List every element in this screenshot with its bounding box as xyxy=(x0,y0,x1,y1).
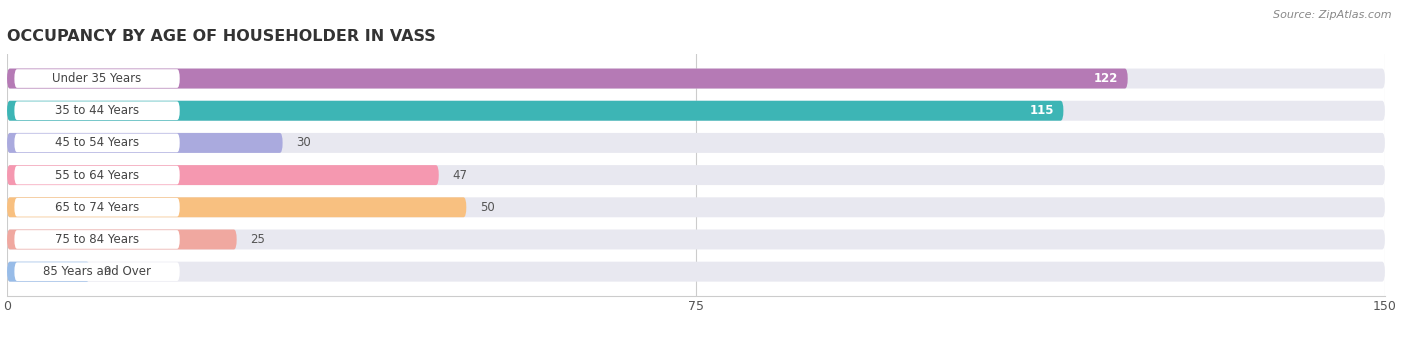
Text: 50: 50 xyxy=(479,201,495,214)
Text: 30: 30 xyxy=(297,136,311,149)
Text: 85 Years and Over: 85 Years and Over xyxy=(44,265,150,278)
FancyBboxPatch shape xyxy=(7,230,236,250)
Text: 122: 122 xyxy=(1094,72,1119,85)
Text: 55 to 64 Years: 55 to 64 Years xyxy=(55,169,139,182)
FancyBboxPatch shape xyxy=(14,262,180,281)
FancyBboxPatch shape xyxy=(7,101,1385,121)
Text: 75 to 84 Years: 75 to 84 Years xyxy=(55,233,139,246)
FancyBboxPatch shape xyxy=(14,230,180,249)
FancyBboxPatch shape xyxy=(7,262,90,282)
FancyBboxPatch shape xyxy=(7,262,1385,282)
FancyBboxPatch shape xyxy=(7,133,283,153)
Text: Under 35 Years: Under 35 Years xyxy=(52,72,142,85)
FancyBboxPatch shape xyxy=(7,69,1385,88)
FancyBboxPatch shape xyxy=(7,197,467,217)
Text: OCCUPANCY BY AGE OF HOUSEHOLDER IN VASS: OCCUPANCY BY AGE OF HOUSEHOLDER IN VASS xyxy=(7,29,436,44)
Text: 25: 25 xyxy=(250,233,266,246)
FancyBboxPatch shape xyxy=(7,133,1385,153)
FancyBboxPatch shape xyxy=(14,101,180,120)
FancyBboxPatch shape xyxy=(7,101,1063,121)
FancyBboxPatch shape xyxy=(14,198,180,217)
FancyBboxPatch shape xyxy=(14,166,180,184)
Text: 9: 9 xyxy=(104,265,111,278)
FancyBboxPatch shape xyxy=(7,197,1385,217)
FancyBboxPatch shape xyxy=(7,69,1128,88)
Text: Source: ZipAtlas.com: Source: ZipAtlas.com xyxy=(1274,10,1392,20)
Text: 47: 47 xyxy=(453,169,468,182)
FancyBboxPatch shape xyxy=(7,165,1385,185)
FancyBboxPatch shape xyxy=(14,69,180,88)
Text: 65 to 74 Years: 65 to 74 Years xyxy=(55,201,139,214)
FancyBboxPatch shape xyxy=(14,134,180,152)
FancyBboxPatch shape xyxy=(7,230,1385,250)
FancyBboxPatch shape xyxy=(7,165,439,185)
Text: 115: 115 xyxy=(1029,104,1054,117)
Text: 35 to 44 Years: 35 to 44 Years xyxy=(55,104,139,117)
Text: 45 to 54 Years: 45 to 54 Years xyxy=(55,136,139,149)
